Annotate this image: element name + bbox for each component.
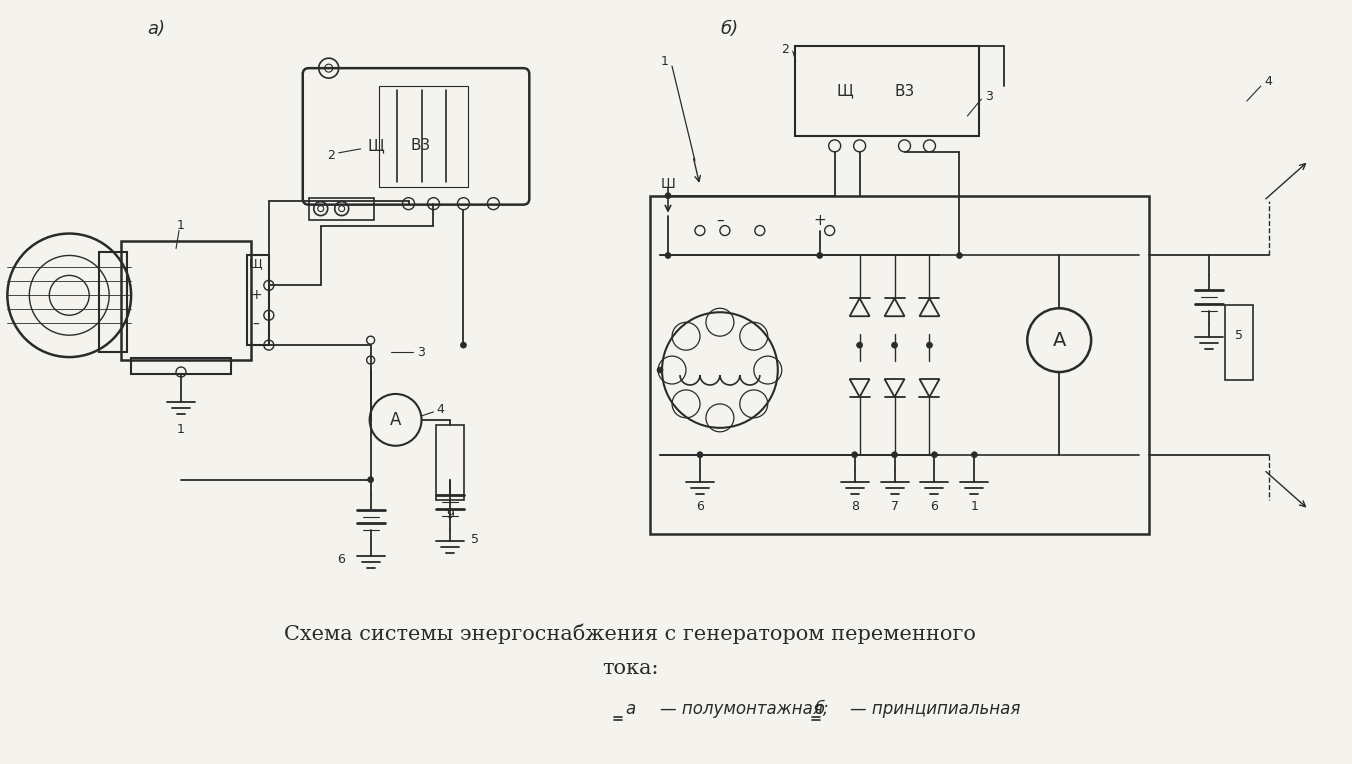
Bar <box>650 196 1149 535</box>
Text: 8: 8 <box>850 500 859 513</box>
Circle shape <box>891 342 898 348</box>
Text: 4: 4 <box>1265 75 1272 88</box>
Text: Щ: Щ <box>368 138 384 154</box>
Text: 3: 3 <box>416 345 425 358</box>
Text: –: – <box>253 319 260 332</box>
Text: — полумонтажная;: — полумонтажная; <box>660 700 834 718</box>
Text: 1: 1 <box>661 55 669 68</box>
Text: б: б <box>814 700 825 718</box>
Circle shape <box>461 342 466 348</box>
Circle shape <box>817 252 823 258</box>
Text: 3: 3 <box>986 89 994 102</box>
Bar <box>308 198 373 219</box>
Text: 7: 7 <box>891 500 899 513</box>
Text: 5: 5 <box>1234 329 1242 342</box>
Text: 9: 9 <box>446 508 454 521</box>
Text: — принципиальная: — принципиальная <box>849 700 1019 718</box>
Text: 6: 6 <box>696 500 704 513</box>
Text: +: + <box>814 213 826 228</box>
Text: В3: В3 <box>411 138 431 154</box>
Text: 5: 5 <box>472 533 480 546</box>
Text: а): а) <box>147 21 165 38</box>
Text: –: – <box>717 213 723 228</box>
Bar <box>379 86 468 186</box>
Text: А: А <box>389 411 402 429</box>
Circle shape <box>665 193 671 199</box>
Text: Ш: Ш <box>661 176 676 191</box>
Circle shape <box>971 452 977 458</box>
Bar <box>99 252 127 352</box>
Circle shape <box>368 477 373 483</box>
Text: +: + <box>250 288 262 303</box>
Text: 6: 6 <box>337 553 345 566</box>
Circle shape <box>665 252 671 258</box>
Circle shape <box>857 342 863 348</box>
Circle shape <box>932 452 937 458</box>
Text: 2: 2 <box>781 43 788 56</box>
Text: 4: 4 <box>437 403 445 416</box>
Circle shape <box>891 452 898 458</box>
Bar <box>1225 306 1253 380</box>
Text: 1: 1 <box>177 219 185 232</box>
Bar <box>122 241 251 360</box>
Text: 6: 6 <box>930 500 938 513</box>
Bar <box>131 358 231 374</box>
Bar <box>247 255 269 345</box>
Text: б): б) <box>721 21 740 38</box>
Text: Щ: Щ <box>837 83 853 99</box>
Text: а: а <box>625 700 635 718</box>
Text: 1: 1 <box>177 423 185 436</box>
Circle shape <box>657 367 662 373</box>
Text: В3: В3 <box>895 83 915 99</box>
Circle shape <box>926 342 933 348</box>
Text: 1: 1 <box>971 500 979 513</box>
Text: тока:: тока: <box>602 659 658 678</box>
Text: А: А <box>1052 331 1065 350</box>
Bar <box>795 47 979 136</box>
Circle shape <box>698 452 703 458</box>
Circle shape <box>956 252 963 258</box>
Circle shape <box>852 452 857 458</box>
Text: 2: 2 <box>327 149 335 162</box>
Text: Схема системы энергоснабжения с генератором переменного: Схема системы энергоснабжения с генерато… <box>284 624 976 644</box>
Text: Щ: Щ <box>249 257 262 270</box>
Bar <box>437 425 465 500</box>
